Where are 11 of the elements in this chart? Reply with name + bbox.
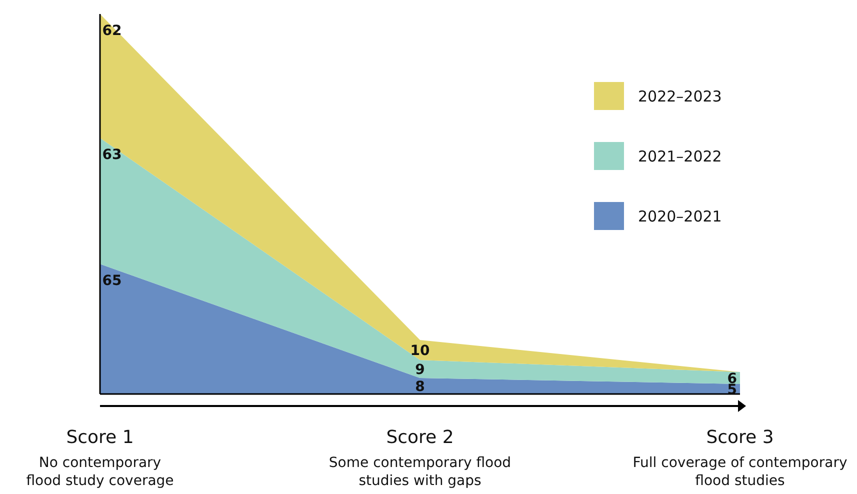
legend-label: 2022–2023 (638, 87, 722, 106)
data-label: 63 (102, 146, 122, 163)
data-label: 9 (415, 362, 425, 378)
x-tick-label: Score 2 Some contemporary flood studies with gaps (328, 427, 512, 489)
data-label: 8 (415, 378, 425, 395)
legend-label: 2021–2022 (638, 147, 722, 166)
data-label: 10 (410, 342, 430, 359)
x-tick-label: Score 1 No contemporary flood study coverage (26, 427, 174, 489)
x-tick-label: Score 3 Full coverage of contemporary flood studies (632, 427, 848, 489)
data-label: 65 (102, 272, 122, 289)
legend-label: 2020–2021 (638, 207, 722, 226)
